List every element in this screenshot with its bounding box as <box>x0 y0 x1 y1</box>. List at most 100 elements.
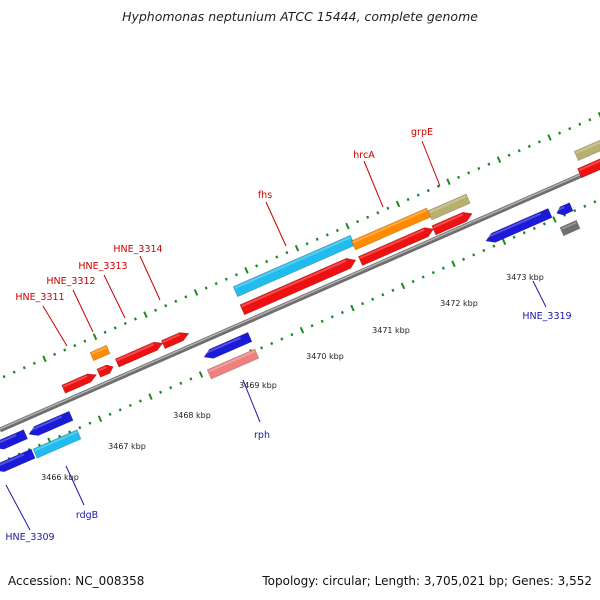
lower-tick <box>58 434 62 439</box>
lower-tick <box>361 301 365 306</box>
lower-tick <box>573 209 577 213</box>
gene-block-orange-small <box>89 344 111 362</box>
gene-label-rph: rph <box>254 430 270 441</box>
upper-tick <box>174 299 178 303</box>
lower-tick <box>108 412 112 416</box>
gene-arrow-minus-b <box>28 410 74 436</box>
gene-arrow-hne-3311 <box>61 373 98 394</box>
gene-arrow-hne-3311-highlight <box>63 375 88 388</box>
upper-tick <box>426 188 430 193</box>
gene-block-gray-highlight <box>561 221 577 230</box>
gene-label-hne-3312: HNE_3312 <box>46 276 95 287</box>
upper-tick <box>376 211 380 215</box>
upper-tick <box>537 140 541 144</box>
gene-label-hne-3311: HNE_3311 <box>15 292 64 303</box>
lower-tick <box>411 279 415 284</box>
upper-tick <box>416 193 420 197</box>
lower-tick <box>542 222 546 226</box>
upper-tick <box>103 330 107 334</box>
lower-tick <box>482 248 486 253</box>
lower-tick <box>198 371 204 378</box>
upper-tick <box>2 374 6 379</box>
upper-tick <box>467 171 471 175</box>
upper-tick <box>193 289 199 296</box>
lower-tick <box>512 235 516 239</box>
gene-label-hne-3309: HNE_3309 <box>5 532 54 543</box>
genome-backbone <box>0 164 600 433</box>
lower-tick <box>118 408 122 412</box>
lower-tick <box>381 293 385 297</box>
upper-tick <box>547 134 552 141</box>
upper-tick <box>154 308 158 312</box>
lower-tick <box>492 244 496 248</box>
upper-tick <box>386 206 390 210</box>
upper-tick <box>42 355 47 363</box>
upper-tick <box>588 118 592 122</box>
upper-tick <box>83 339 87 343</box>
ruler-label: 3472 kbp <box>440 299 478 308</box>
lower-tick <box>532 226 536 231</box>
lower-tick <box>472 253 476 257</box>
lower-tick <box>68 430 72 434</box>
upper-tick <box>224 277 228 281</box>
upper-tick <box>335 228 339 233</box>
gene-label-rdgb: rdgB <box>76 510 98 521</box>
upper-tick <box>123 321 127 326</box>
lower-tick <box>299 326 305 334</box>
lower-tick <box>189 377 193 381</box>
gene-arrow-small-blue-highlight <box>556 206 565 212</box>
upper-tick <box>92 333 98 341</box>
gene-arrow-rph-upper-highlight <box>203 336 241 355</box>
upper-tick <box>487 162 491 166</box>
lower-tick <box>260 346 264 350</box>
upper-tick <box>366 215 370 219</box>
gene-block-cyan-fhs-highlight <box>234 236 351 289</box>
upper-tick <box>234 273 238 277</box>
lower-tick <box>431 270 435 275</box>
lower-tick <box>501 238 507 246</box>
genome-backbone-highlight <box>0 165 600 430</box>
gene-arrow-small-blue <box>556 202 574 216</box>
gene-arrow-hne-3309 <box>0 448 36 473</box>
upper-tick <box>275 255 279 259</box>
upper-tick <box>345 222 350 230</box>
gene-arrow-hne-3319 <box>485 208 553 243</box>
gene-block-orange-hrca-highlight <box>352 209 427 244</box>
upper-tick <box>255 264 259 268</box>
gene-arrow-fhs <box>239 257 357 316</box>
upper-tick <box>265 259 269 264</box>
gene-arrow-minus-a-highlight <box>0 434 17 444</box>
lower-tick <box>451 260 456 268</box>
upper-tick <box>597 111 600 118</box>
lower-tick <box>148 393 153 400</box>
ruler-label: 3466 kbp <box>41 473 79 482</box>
ruler-label: 3467 kbp <box>108 442 146 451</box>
upper-tick <box>73 343 77 348</box>
ruler-label: 3470 kbp <box>306 352 344 361</box>
ruler-label: 3471 kbp <box>372 326 410 335</box>
lower-tick <box>97 415 103 423</box>
gene-label-grpe: grpE <box>411 127 433 138</box>
lower-tick <box>88 421 92 425</box>
upper-tick <box>285 250 289 255</box>
upper-tick <box>113 326 117 330</box>
gene-block-cyan-rdgb-highlight <box>34 431 78 452</box>
gene-arrow-minus-b-highlight <box>28 415 62 432</box>
gene-block-gray <box>559 219 581 237</box>
lower-tick <box>350 304 355 312</box>
gene-arrow-hne-3312 <box>96 364 114 378</box>
upper-tick <box>406 197 410 202</box>
genome-stats-text: Topology: circular; Length: 3,705,021 bp… <box>262 574 592 588</box>
gene-arrow-hrca-highlight <box>359 228 425 259</box>
gene-arrow-rph-upper <box>203 332 253 359</box>
gene-arrow-hne-3314 <box>161 332 190 350</box>
upper-tick <box>32 361 36 365</box>
upper-tick <box>294 244 300 252</box>
lower-tick <box>421 275 425 279</box>
gene-labels: HNE_3309 rdgB HNE_3311 HNE_3312 HNE_3313 HNE_… <box>5 127 571 543</box>
upper-tick <box>63 348 67 352</box>
lower-tick <box>310 324 314 328</box>
upper-tick <box>558 131 562 135</box>
lower-tick <box>583 204 587 208</box>
gene-arrow-fhs-highlight <box>241 259 347 308</box>
